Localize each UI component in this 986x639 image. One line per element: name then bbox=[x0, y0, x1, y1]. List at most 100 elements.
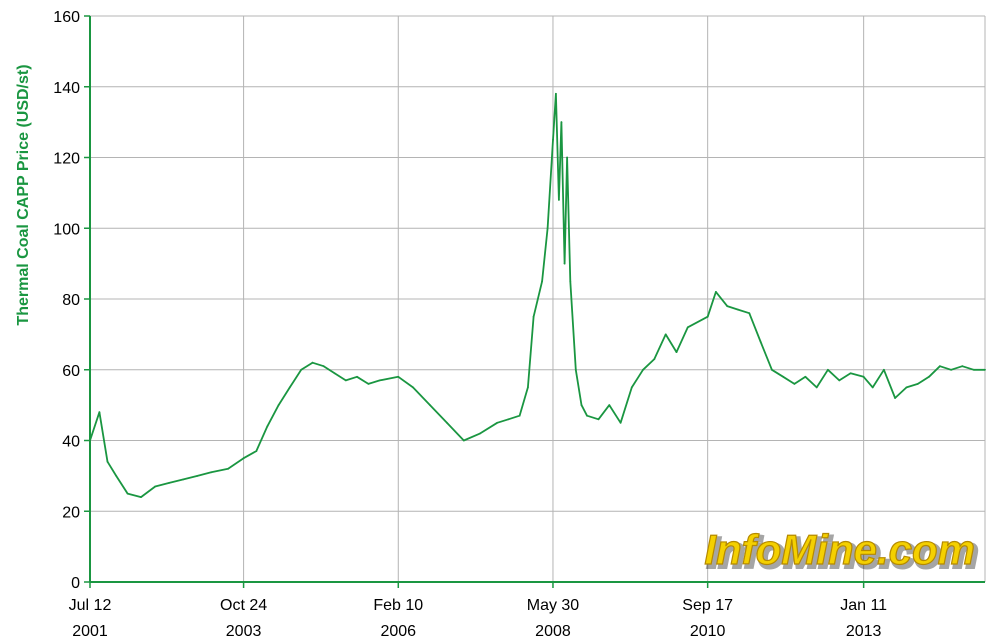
x-tick-label: May 30 bbox=[527, 597, 580, 614]
data-point bbox=[115, 475, 118, 477]
data-point bbox=[782, 375, 785, 378]
data-point bbox=[619, 421, 622, 424]
data-point bbox=[580, 404, 583, 406]
x-tick-label: Sep 17 bbox=[682, 597, 733, 614]
data-point bbox=[939, 365, 941, 368]
data-point bbox=[849, 372, 852, 375]
x-tick-label: Feb 10 bbox=[373, 597, 423, 614]
data-point bbox=[961, 365, 964, 368]
data-point bbox=[255, 450, 258, 452]
data-point bbox=[367, 383, 370, 385]
data-point bbox=[541, 280, 543, 283]
data-point bbox=[378, 379, 381, 382]
data-point bbox=[928, 375, 930, 378]
data-point bbox=[300, 368, 303, 371]
data-point bbox=[527, 386, 529, 389]
y-tick-label: 40 bbox=[62, 434, 80, 451]
x-tick-label: Oct 24 bbox=[220, 597, 267, 614]
data-point bbox=[106, 460, 109, 463]
data-point bbox=[566, 156, 568, 159]
data-point bbox=[333, 372, 336, 375]
data-point bbox=[748, 312, 751, 315]
data-point bbox=[664, 333, 667, 336]
data-point bbox=[154, 485, 157, 488]
data-point bbox=[532, 315, 535, 318]
y-tick-label: 100 bbox=[53, 221, 80, 238]
data-point bbox=[715, 291, 717, 293]
x-tick-label: 2001 bbox=[72, 623, 108, 639]
y-tick-label: 80 bbox=[62, 292, 80, 309]
data-point bbox=[804, 375, 807, 378]
y-tick-label: 120 bbox=[53, 151, 80, 168]
data-point bbox=[984, 368, 986, 371]
data-point bbox=[737, 308, 739, 311]
data-point bbox=[98, 411, 101, 414]
data-point bbox=[552, 138, 554, 141]
data-point bbox=[586, 414, 588, 417]
y-tick-label: 0 bbox=[71, 575, 80, 592]
data-point bbox=[462, 439, 465, 442]
data-point bbox=[563, 262, 566, 265]
data-point bbox=[196, 475, 199, 477]
data-point bbox=[546, 227, 549, 230]
y-tick-label: 60 bbox=[62, 363, 80, 380]
data-point bbox=[726, 305, 729, 307]
x-tick-label: Jul 12 bbox=[69, 597, 112, 614]
data-point bbox=[140, 496, 142, 498]
data-point bbox=[479, 432, 482, 435]
data-point bbox=[759, 340, 762, 343]
data-point bbox=[950, 368, 952, 371]
data-point bbox=[397, 375, 400, 378]
data-point bbox=[288, 386, 291, 389]
data-point bbox=[182, 478, 185, 481]
data-point bbox=[653, 358, 656, 360]
data-point bbox=[210, 471, 213, 474]
data-point bbox=[838, 379, 841, 382]
data-point bbox=[815, 386, 818, 389]
data-point bbox=[793, 383, 796, 385]
data-point bbox=[569, 280, 572, 283]
data-point bbox=[227, 467, 230, 470]
y-axis-label: Thermal Coal CAPP Price (USD/st) bbox=[15, 64, 32, 325]
data-point bbox=[862, 375, 865, 378]
data-point bbox=[771, 368, 773, 371]
data-point bbox=[905, 386, 908, 389]
series-group bbox=[89, 92, 986, 499]
data-point bbox=[883, 368, 885, 371]
data-point bbox=[412, 386, 414, 389]
data-point bbox=[89, 439, 91, 442]
y-tick-label: 20 bbox=[62, 504, 80, 521]
data-point bbox=[597, 418, 600, 421]
watermark-text: InfoMine.com bbox=[704, 526, 975, 573]
data-point bbox=[496, 421, 499, 424]
y-tick-labels: 0 20 40 60 80 100 120 140 160 bbox=[53, 9, 80, 592]
data-point bbox=[894, 397, 896, 399]
x-tick-labels: Jul 12 2001 Oct 24 2003 Feb 10 2006 May 30 2008… bbox=[69, 597, 888, 639]
data-point bbox=[322, 365, 325, 368]
data-point bbox=[871, 386, 874, 389]
axes bbox=[84, 15, 985, 588]
data-point bbox=[560, 121, 563, 123]
data-point bbox=[555, 92, 557, 95]
x-tick-label: 2008 bbox=[535, 623, 571, 639]
data-point bbox=[311, 361, 314, 364]
y-tick-label: 160 bbox=[53, 9, 80, 26]
data-point bbox=[518, 414, 521, 417]
y-tick-label: 140 bbox=[53, 80, 80, 97]
data-point bbox=[507, 418, 510, 421]
data-point bbox=[277, 404, 280, 406]
data-point bbox=[706, 315, 709, 318]
data-point bbox=[344, 379, 347, 382]
data-point bbox=[168, 482, 171, 484]
data-point bbox=[242, 457, 245, 460]
data-point bbox=[356, 375, 358, 378]
data-point bbox=[827, 368, 829, 371]
x-tick-label: 2013 bbox=[846, 623, 882, 639]
data-point bbox=[916, 383, 919, 385]
data-point bbox=[608, 404, 611, 406]
x-tick-label: 2006 bbox=[380, 623, 416, 639]
data-point bbox=[558, 199, 560, 201]
data-point bbox=[446, 421, 448, 424]
data-point bbox=[574, 368, 577, 371]
data-point bbox=[686, 326, 689, 329]
